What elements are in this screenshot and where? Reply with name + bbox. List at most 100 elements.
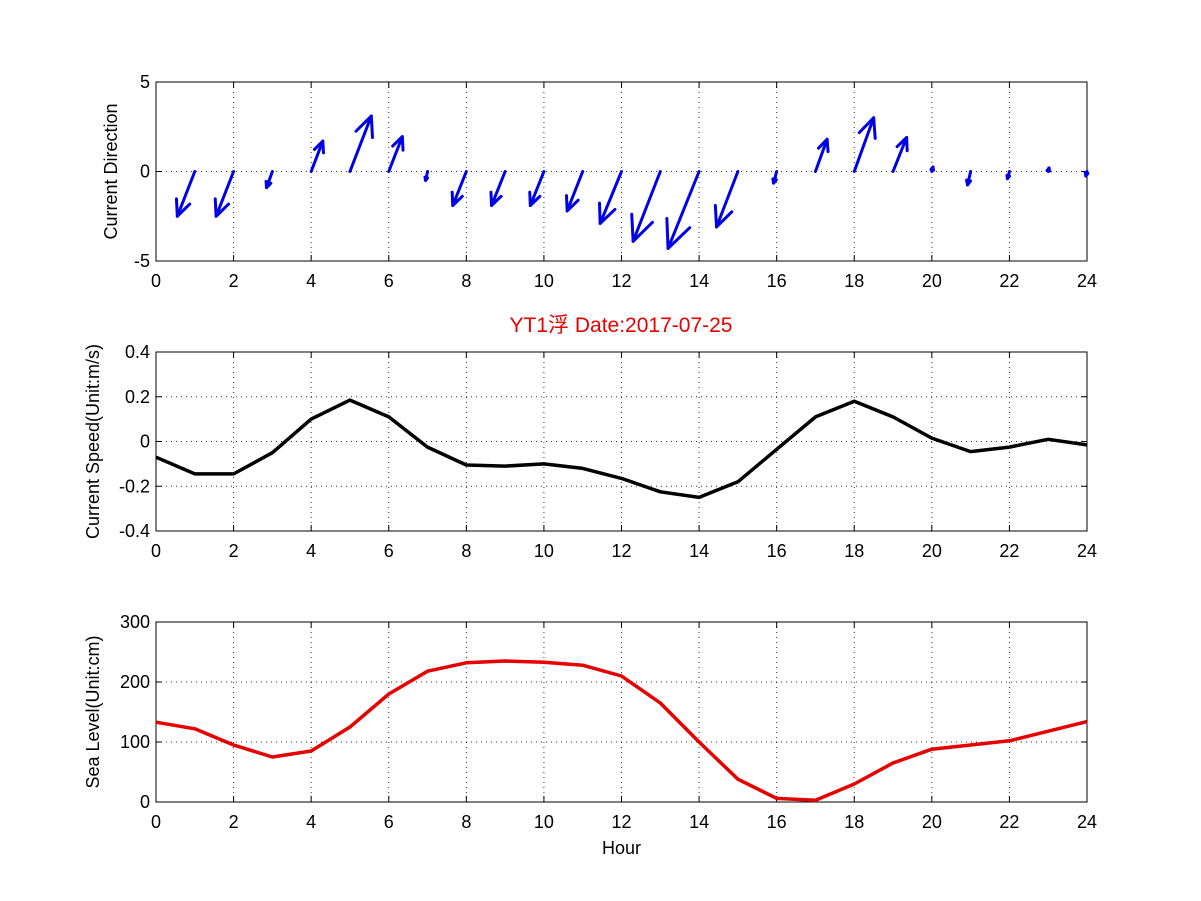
x-tick-label: 2 <box>229 271 239 291</box>
y-tick-label: -5 <box>134 251 150 271</box>
x-tick-label: 18 <box>844 271 864 291</box>
x-tick-label: 22 <box>999 812 1019 832</box>
current-vector <box>348 114 374 173</box>
y-tick-label: 100 <box>120 732 150 752</box>
vector-arrowhead <box>857 116 877 140</box>
y-tick-label: -0.4 <box>119 521 150 541</box>
x-tick-label: 10 <box>534 541 554 561</box>
x-tick-label: 16 <box>767 812 787 832</box>
vector-shaft <box>490 170 507 208</box>
current-vector <box>597 170 623 225</box>
x-tick-label: 12 <box>611 271 631 291</box>
x-tick-label: 0 <box>151 541 161 561</box>
x-tick-label: 24 <box>1077 271 1097 291</box>
sea-level-line <box>155 659 1088 802</box>
vector-arrowhead <box>174 197 192 218</box>
vector-shaft <box>565 170 585 213</box>
vector-shaft <box>451 170 468 208</box>
x-tick-label: 12 <box>611 541 631 561</box>
x-tick-label: 2 <box>229 541 239 561</box>
y-tick-label: 0 <box>140 792 150 812</box>
x-tick-label: 0 <box>151 812 161 832</box>
x-tick-label: 14 <box>689 812 709 832</box>
vector-shaft <box>598 170 623 225</box>
current-vector <box>813 137 830 173</box>
vector-arrowhead <box>450 190 464 208</box>
y-axis-label: Sea Level(Unit:cm) <box>83 635 103 788</box>
vector-arrowhead <box>929 165 936 172</box>
current-vector <box>929 165 936 173</box>
plot-frame <box>155 621 1088 803</box>
vector-arrowhead <box>423 175 430 182</box>
vector-shaft <box>387 135 404 173</box>
current-vector <box>1005 170 1012 181</box>
x-tick-label: 4 <box>306 271 316 291</box>
current-vector <box>665 170 701 250</box>
vector-arrowhead <box>213 197 231 218</box>
vector-arrowhead <box>1045 166 1052 173</box>
x-tick-label: 4 <box>306 812 316 832</box>
x-tick-label: 6 <box>384 271 394 291</box>
x-tick-label: 22 <box>999 541 1019 561</box>
vector-shaft <box>528 170 546 208</box>
vector-shaft <box>852 116 876 173</box>
vector-arrowhead <box>354 114 374 139</box>
y-tick-label: 0 <box>140 432 150 452</box>
x-tick-label: 24 <box>1077 541 1097 561</box>
vector-arrowhead <box>713 204 734 229</box>
x-tick-label: 10 <box>534 812 554 832</box>
vector-shaft <box>666 170 701 250</box>
vector-arrowhead <box>771 177 778 185</box>
current-vector <box>450 170 468 208</box>
y-axis-label: Current Direction <box>101 103 121 239</box>
current-vector <box>1083 170 1090 178</box>
current-vector <box>528 170 546 208</box>
x-tick-label: 10 <box>534 271 554 291</box>
chart-title: YT1浮 Date:2017-07-25 <box>510 314 733 337</box>
x-tick-label: 4 <box>306 541 316 561</box>
x-tick-label: 8 <box>461 271 471 291</box>
x-tick-label: 22 <box>999 271 1019 291</box>
x-tick-label: 6 <box>384 812 394 832</box>
vector-shaft <box>214 170 236 218</box>
current-vector <box>965 170 973 187</box>
x-tick-label: 8 <box>461 812 471 832</box>
current-vector <box>264 170 274 190</box>
x-axis-label: Hour <box>602 838 641 858</box>
current-vector <box>213 170 236 218</box>
y-tick-label: 300 <box>120 612 150 632</box>
current-vector <box>852 116 877 173</box>
x-tick-label: 16 <box>767 271 787 291</box>
y-tick-label: -0.2 <box>119 476 150 496</box>
vector-arrowhead <box>1083 171 1090 178</box>
x-tick-label: 8 <box>461 541 471 561</box>
x-tick-label: 20 <box>922 271 942 291</box>
vector-shaft <box>631 170 662 243</box>
x-tick-label: 18 <box>844 541 864 561</box>
vector-arrowhead <box>665 216 692 250</box>
vector-shaft <box>348 114 373 173</box>
x-tick-label: 16 <box>767 541 787 561</box>
current-vector <box>1045 166 1052 173</box>
current-vector <box>771 170 779 185</box>
y-tick-label: 5 <box>140 72 150 92</box>
y-tick-label: 200 <box>120 672 150 692</box>
current-vector <box>489 170 507 208</box>
current-speed-line <box>155 398 1088 500</box>
vector-arrowhead <box>597 201 617 225</box>
vector-shaft <box>891 135 909 173</box>
vector-arrowhead <box>816 137 830 154</box>
x-tick-label: 24 <box>1077 812 1097 832</box>
y-tick-label: 0 <box>140 162 150 182</box>
vector-shaft <box>175 170 197 218</box>
y-tick-label: 0.4 <box>125 342 150 362</box>
x-tick-label: 0 <box>151 271 161 291</box>
y-tick-label: 0.2 <box>125 387 150 407</box>
x-tick-label: 2 <box>229 812 239 832</box>
x-tick-label: 6 <box>384 541 394 561</box>
vector-arrowhead <box>264 179 273 190</box>
x-tick-label: 14 <box>689 271 709 291</box>
